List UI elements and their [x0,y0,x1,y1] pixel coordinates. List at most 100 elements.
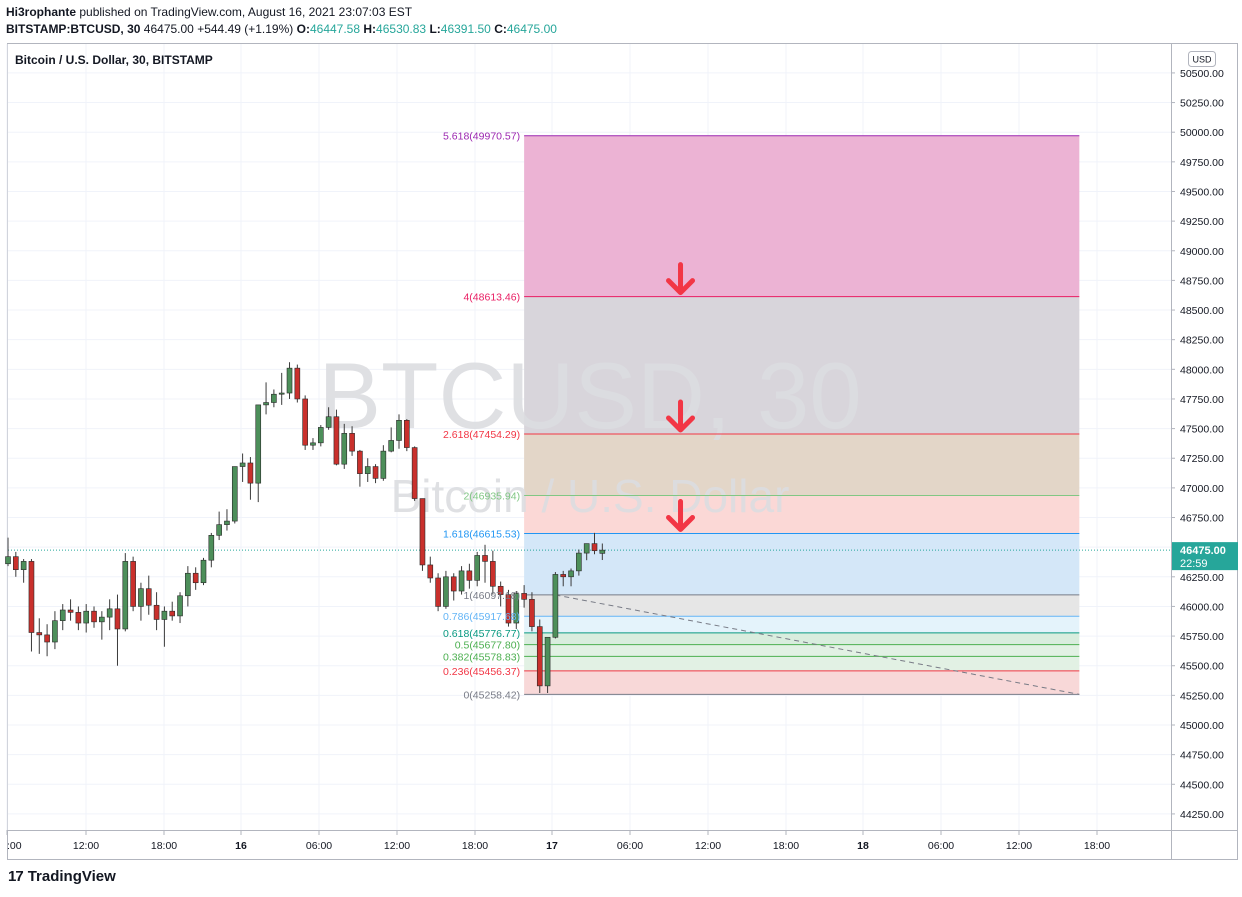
currency-button[interactable]: USD [1188,51,1216,67]
x-tick-label: 12:00 [1006,840,1032,852]
candle-up [583,543,590,554]
ohlc-line: BITSTAMP:BTCUSD, 30 46475.00 +544.49 (+1… [6,21,557,38]
candle-down [560,574,567,578]
candle-up [216,524,222,536]
candle-down [91,610,97,623]
candle-down [419,498,426,566]
fib-level-label: 0.618(45776.77) [443,628,520,640]
fib-zone [524,135,1080,297]
candle-up [224,520,230,525]
y-tick-label: 50500.00 [1180,68,1224,80]
trend-line[interactable] [555,594,1080,695]
low-label: L: [429,22,441,36]
close-value: 46475.00 [506,22,557,36]
author-name[interactable]: Hi3rophante [6,5,77,19]
y-tick-label: 49750.00 [1180,157,1224,169]
y-tick-label: 45250.00 [1180,690,1224,702]
fib-level-label: 1.618(46615.53) [443,528,520,540]
candle-up [388,440,394,452]
candle-up [138,588,144,607]
candle-up [83,610,89,624]
price-tag-countdown: 22:59 [1180,558,1208,570]
fib-zone [524,495,1080,534]
open-label: O: [296,22,310,36]
candle-up [185,572,191,597]
fib-zone [524,670,1080,695]
tradingview-footer[interactable]: 17 TradingView [8,868,116,885]
x-tick-label: 06:00 [928,840,954,852]
candle-down [302,398,308,446]
candle-up [364,466,371,474]
fib-zone [524,296,1080,435]
fib-level-label: 1(46097.18) [463,590,520,602]
candle-down [145,588,152,606]
fib-level-label: 0.5(45677.80) [455,640,520,652]
y-tick-label: 50250.00 [1180,98,1224,110]
x-tick-label: :00 [7,840,22,852]
price-change: +544.49 (+1.19%) [197,22,294,36]
candle-up [99,616,105,623]
fib-level-label: 0.382(45578.83) [443,651,520,663]
x-tick-label: 16 [235,840,247,852]
x-tick-label: 18:00 [151,840,177,852]
candle-down [36,632,43,636]
candle-down [521,593,527,600]
candle-up [552,574,559,638]
candle-up [161,610,168,620]
candle-up [513,593,520,624]
candle-up [443,576,449,607]
y-tick-label: 50000.00 [1180,127,1224,139]
watermark-description: Bitcoin / U.S. Dollar [391,470,790,522]
candle-up [20,561,27,570]
x-tick-label: 18:00 [1084,840,1110,852]
down-arrow-icon [666,399,696,433]
candle-down [114,608,121,630]
candle-up [200,559,207,584]
x-tick-label: 06:00 [617,840,643,852]
candle-up [208,535,215,561]
candle-up [231,466,238,522]
fib-zone [524,632,1080,645]
candle-up [568,570,574,578]
candle-down [333,416,340,465]
fib-level-label: 4(48613.46) [463,292,520,304]
y-tick-label: 48000.00 [1180,364,1224,376]
candle-down [75,612,82,624]
candle-up [325,416,332,428]
y-tick-label: 48500.00 [1180,305,1224,317]
candle-down [44,634,50,643]
fib-level-label: 2(46935.94) [463,490,520,502]
fib-level-label: 2.618(47454.29) [443,429,520,441]
candle-down [169,610,176,617]
candle-down [192,572,199,584]
candle-up [59,609,66,621]
fib-level-label: 5.618(49970.57) [443,131,520,143]
candle-up [5,556,11,565]
fib-zone [524,434,1080,496]
fib-level-label: 0.786(45917.68) [443,611,520,623]
fib-labels: 0(45258.42) 0.236(45456.37) 0.382(45578.83… [443,131,520,702]
y-tick-label: 44750.00 [1180,750,1224,762]
candle-up [341,433,348,465]
candle-up [122,561,129,630]
candle-up [239,462,246,467]
x-tick-label: 18 [857,840,869,852]
candle-up [263,402,269,406]
high-value: 46530.83 [376,22,427,36]
fib-lines [524,135,1080,695]
price-tag-value: 46475.00 [1180,545,1226,557]
candle-down [411,447,418,499]
price-tag: 46475.00 22:59 [1172,542,1238,571]
arrow-shape [666,262,696,296]
publish-line: Hi3rophante published on TradingView.com… [6,4,557,21]
high-label: H: [363,22,377,36]
price-axis[interactable]: 50500.00 50250.00 50000.00 49750.00 49500.00… [1171,68,1224,821]
time-axis[interactable]: :00 12:00 18:00 16 06:00 12:00 18:00 17 06:00 12:… [6,830,1110,852]
watermark: BTCUSD, 30 Bitcoin / U.S. Dollar [318,343,861,522]
y-tick-label: 47750.00 [1180,394,1224,406]
candle-down [67,609,74,613]
fib-zone [524,594,1080,617]
low-value: 46391.50 [440,22,491,36]
candle-down [536,626,543,687]
